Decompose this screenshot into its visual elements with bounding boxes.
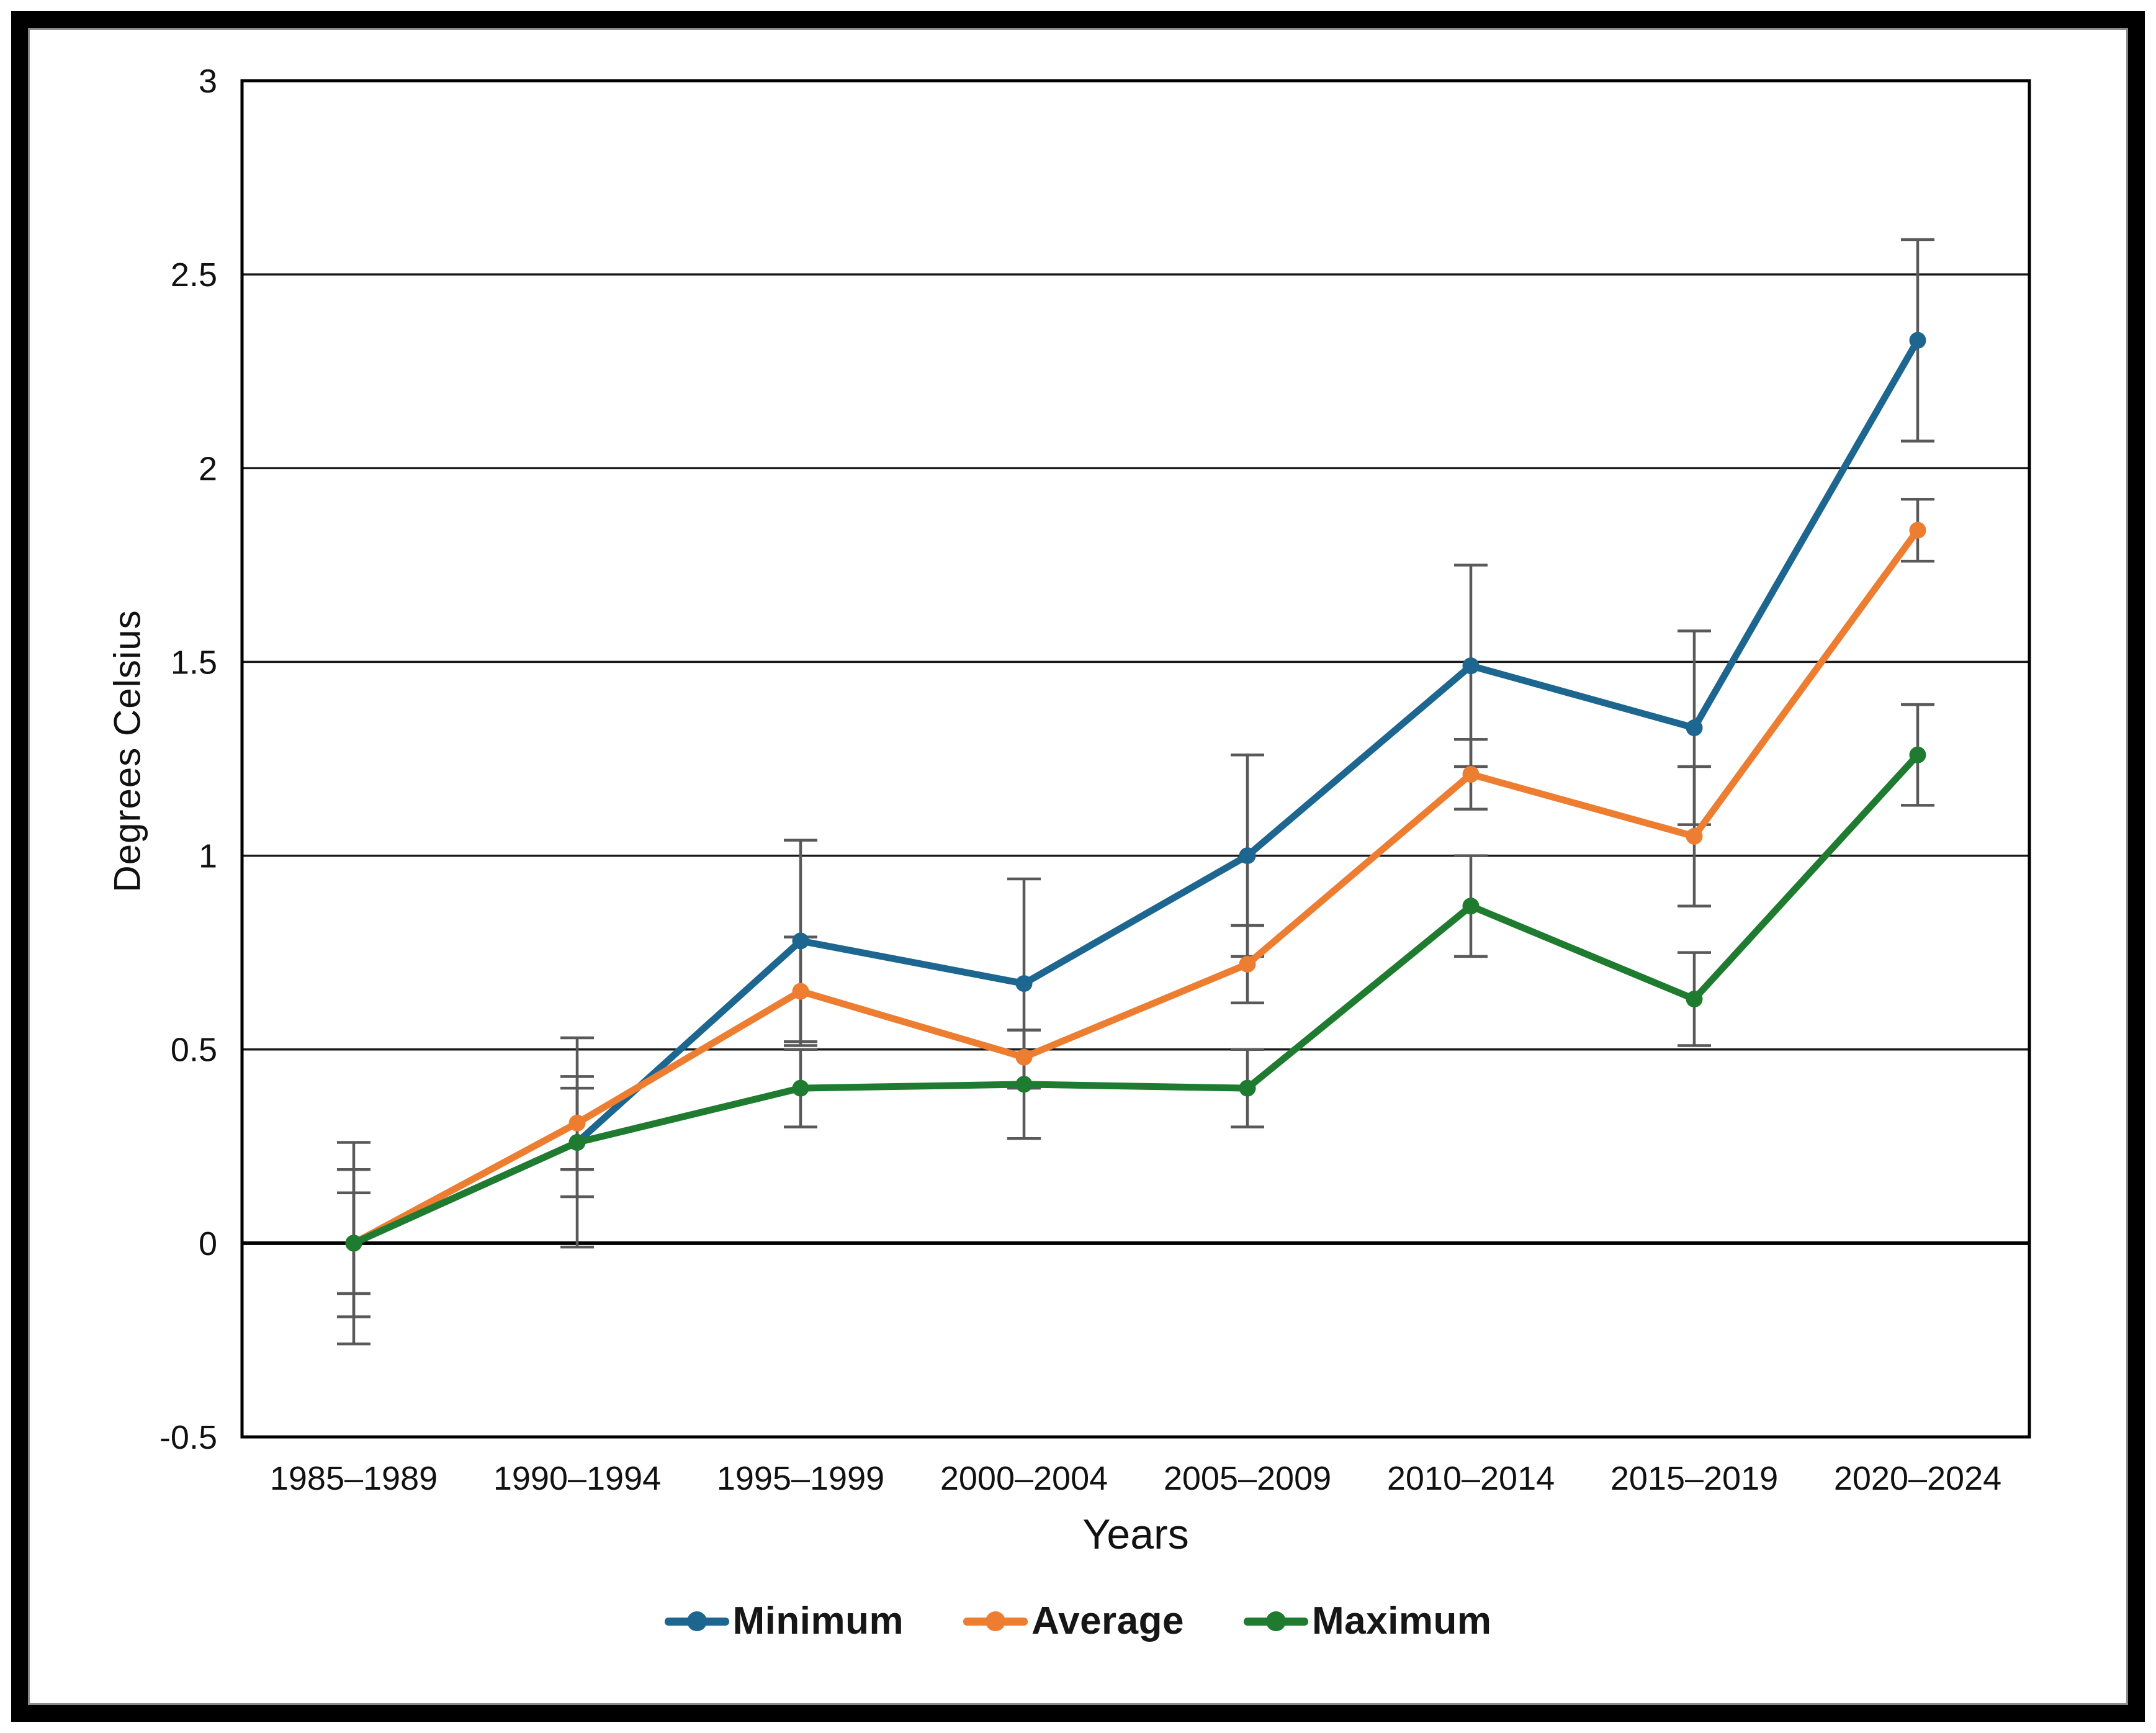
average-data-point [1909, 521, 1926, 539]
average-data-point [1239, 955, 1256, 973]
maximum-data-point [345, 1235, 362, 1252]
average-data-point [792, 983, 809, 1000]
maximum-data-point [1462, 898, 1480, 915]
x-axis-title: Years [1082, 1511, 1189, 1558]
minimum-data-point [1686, 719, 1703, 737]
y-tick-label: 2 [199, 450, 217, 487]
x-tick-label: 1995–1999 [717, 1460, 884, 1497]
maximum-data-point [792, 1079, 809, 1097]
legend-label: Average [1031, 1600, 1185, 1642]
legend-item-maximum: Maximum [1244, 1599, 1491, 1643]
minimum-data-point [1462, 657, 1480, 675]
plot-border [240, 79, 2031, 1439]
average-data-point [1015, 1048, 1033, 1066]
maximum-data-point [1015, 1076, 1033, 1093]
x-tick-label: 2010–2014 [1387, 1460, 1555, 1497]
minimum-series-marker-icon [664, 1609, 729, 1634]
average-data-point [568, 1114, 586, 1132]
y-axis-title: Degrees Celsius [106, 610, 148, 893]
minimum-series-line [350, 336, 1921, 1247]
minimum-data-point [1015, 975, 1033, 993]
y-tick-label: 0.5 [171, 1032, 217, 1069]
y-tick-label: 1 [199, 838, 217, 875]
maximum-series-line [350, 751, 1921, 1247]
maximum-data-point [1909, 746, 1926, 763]
legend-label: Minimum [732, 1600, 904, 1642]
average-series-line [350, 526, 1921, 1247]
x-tick-label: 1990–1994 [493, 1460, 661, 1497]
maximum-series-marker-icon [1244, 1609, 1309, 1634]
y-tick-label: 3 [199, 63, 217, 100]
x-tick-label: 1985–1989 [270, 1460, 438, 1497]
chart-legend: Minimum Average Maximum [0, 1599, 2156, 1643]
average-data-point [1462, 765, 1480, 783]
maximum-data-point [1239, 1079, 1256, 1097]
y-tick-label: 0 [199, 1225, 217, 1263]
y-tick-label: 1.5 [171, 644, 217, 681]
minimum-data-point [792, 932, 809, 950]
x-tick-label: 2005–2009 [1164, 1460, 1331, 1497]
legend-label: Maximum [1312, 1600, 1492, 1642]
average-data-point [1686, 827, 1703, 845]
maximum-data-point [1686, 991, 1703, 1008]
legend-item-average: Average [963, 1599, 1184, 1643]
y-tick-label: -0.5 [159, 1419, 217, 1456]
minimum-data-point [1909, 331, 1926, 349]
legend-item-minimum: Minimum [664, 1599, 904, 1643]
x-tick-label: 2000–2004 [940, 1460, 1108, 1497]
minimum-data-point [1239, 847, 1256, 865]
x-tick-label: 2020–2024 [1834, 1460, 2001, 1497]
average-series-marker-icon [963, 1609, 1028, 1634]
y-tick-label: 2.5 [171, 256, 217, 294]
maximum-data-point [568, 1134, 586, 1151]
x-tick-label: 2015–2019 [1610, 1460, 1778, 1497]
